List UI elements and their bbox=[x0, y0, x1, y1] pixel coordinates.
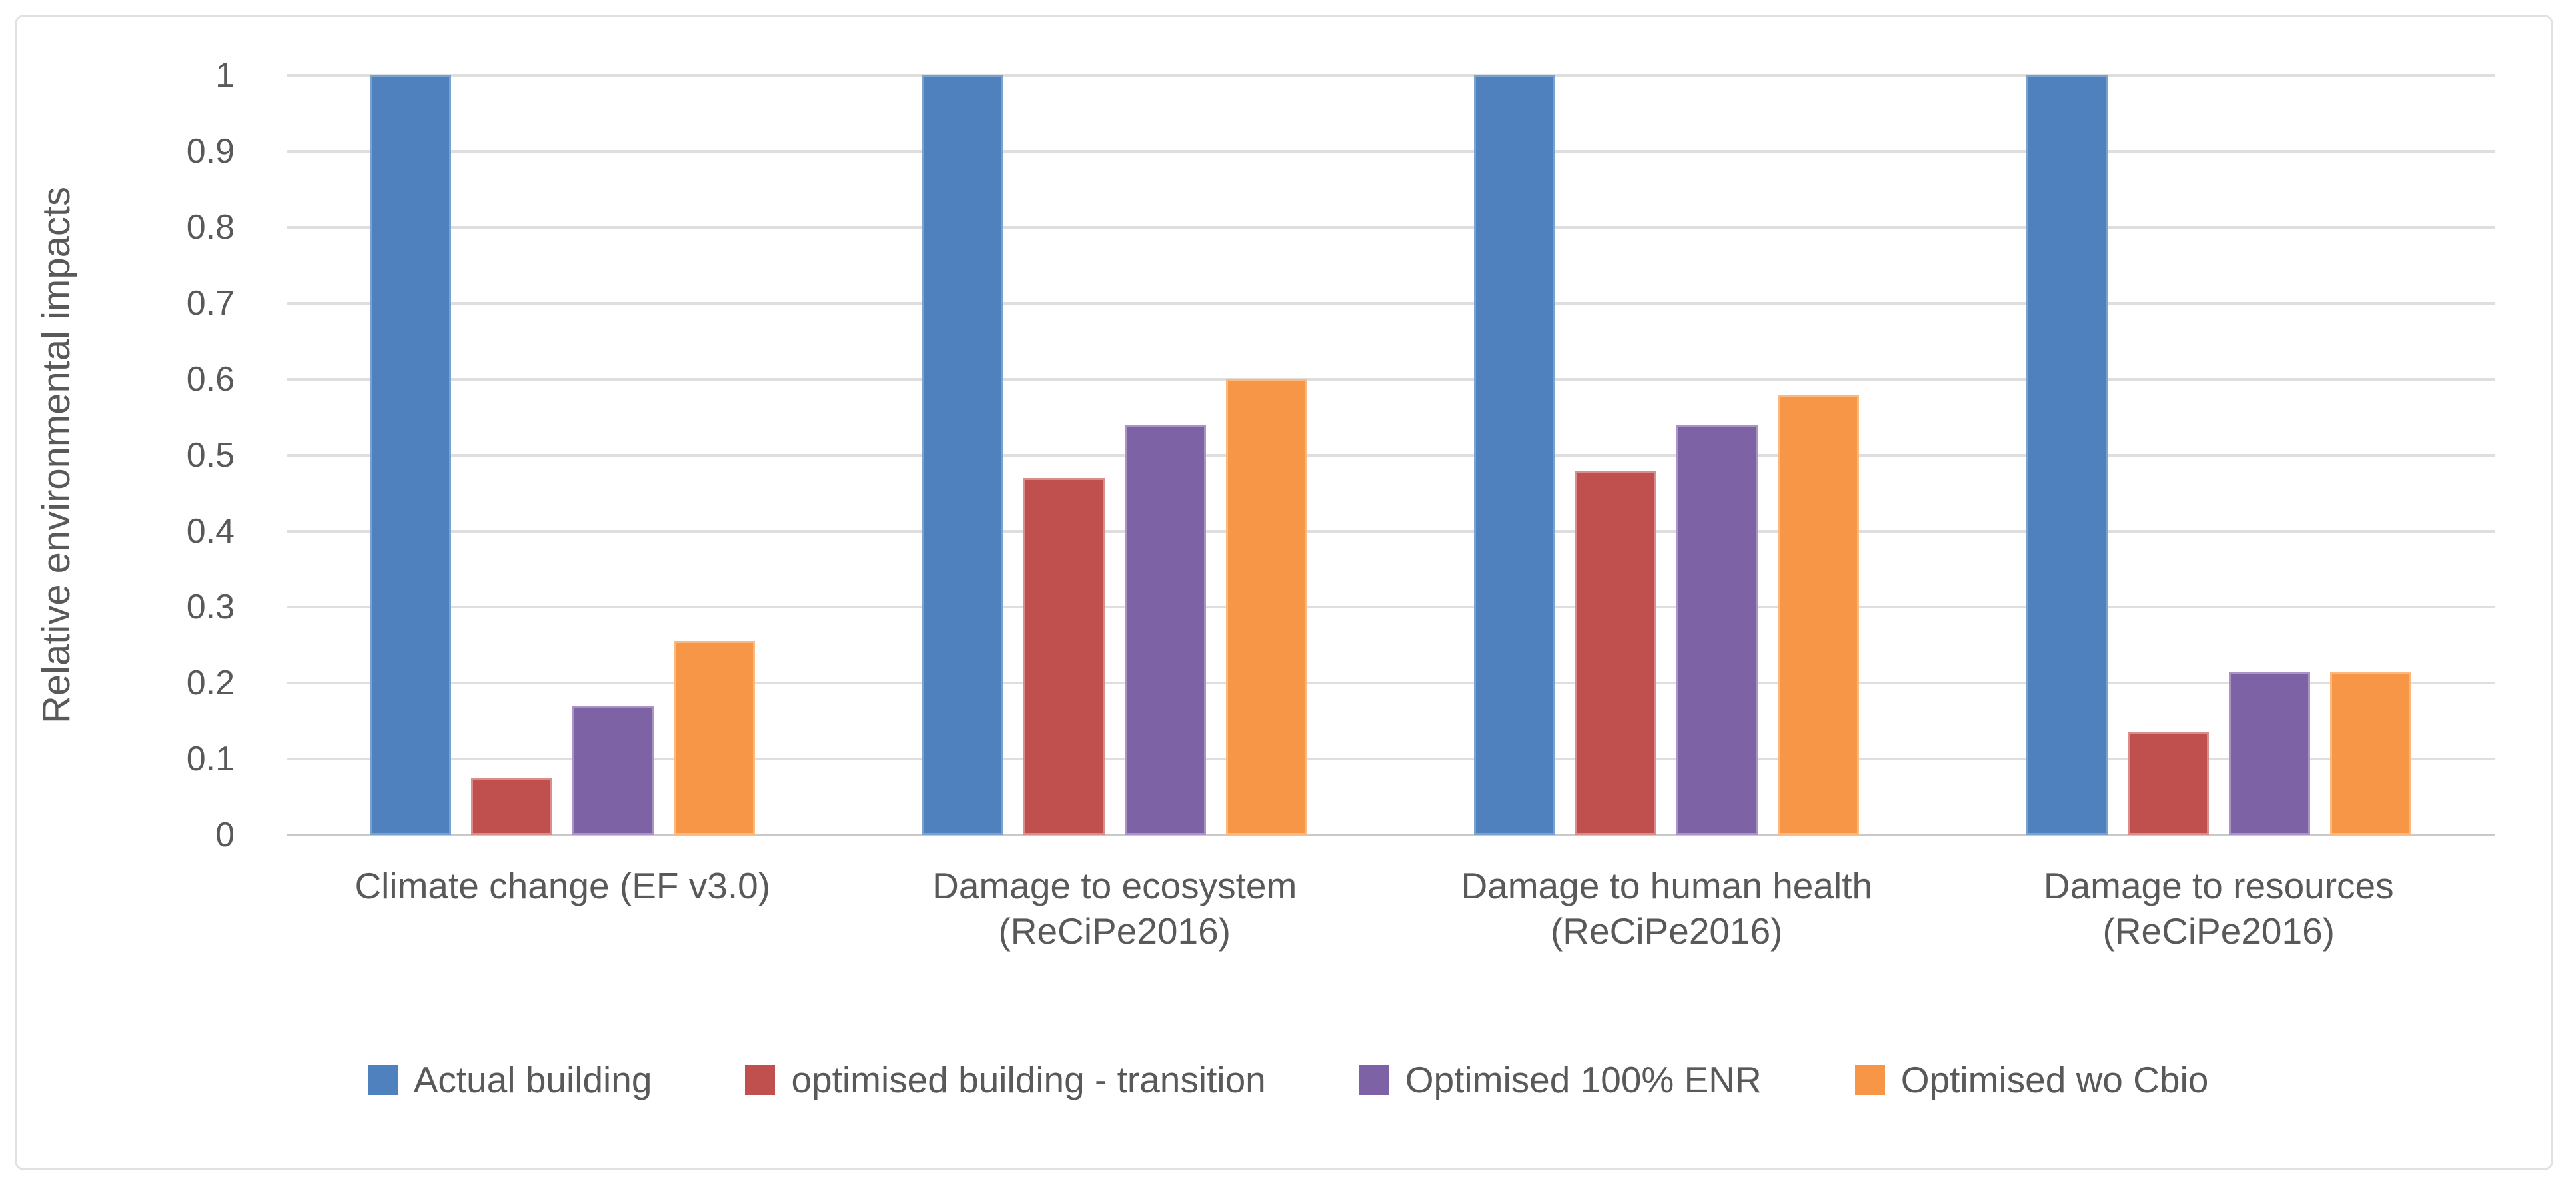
gridline bbox=[287, 530, 2495, 533]
bar bbox=[2127, 732, 2209, 835]
category-label: Damage to ecosystem (ReCiPe2016) bbox=[839, 863, 1391, 954]
gridline bbox=[287, 150, 2495, 153]
bar bbox=[2228, 671, 2310, 835]
category-label: Damage to human health (ReCiPe2016) bbox=[1391, 863, 1943, 954]
gridline bbox=[287, 226, 2495, 229]
y-tick-label: 0.6 bbox=[186, 360, 235, 399]
gridline bbox=[287, 758, 2495, 760]
legend-label: Optimised 100% ENR bbox=[1405, 1059, 1762, 1100]
bar bbox=[370, 75, 452, 835]
bar-group bbox=[287, 75, 839, 835]
category-label-line: (ReCiPe2016) bbox=[2102, 910, 2335, 952]
gridline bbox=[287, 682, 2495, 684]
y-tick-label: 0.7 bbox=[186, 284, 235, 323]
y-tick-label: 0 bbox=[215, 816, 235, 854]
bar bbox=[1575, 470, 1657, 835]
y-tick-label: 0.2 bbox=[186, 664, 235, 702]
legend-item: optimised building - transition bbox=[745, 1058, 1266, 1101]
legend-item: Optimised wo Cbio bbox=[1854, 1058, 2209, 1101]
category-label-line: Damage to resources bbox=[2043, 865, 2394, 906]
y-tick-label: 0.8 bbox=[186, 208, 235, 247]
category-label-line: Climate change (EF v3.0) bbox=[354, 865, 771, 906]
bar bbox=[1225, 379, 1307, 835]
legend-label: Optimised wo Cbio bbox=[1900, 1059, 2209, 1100]
gridline bbox=[287, 302, 2495, 305]
gridline bbox=[287, 74, 2495, 77]
bar bbox=[1474, 75, 1556, 835]
bar-group bbox=[1391, 75, 1943, 835]
bar bbox=[471, 778, 553, 835]
legend-item: Actual building bbox=[367, 1058, 652, 1101]
category-label: Climate change (EF v3.0) bbox=[287, 863, 839, 908]
legend-item: Optimised 100% ENR bbox=[1359, 1058, 1762, 1101]
category-label-line: (ReCiPe2016) bbox=[998, 910, 1231, 952]
legend-swatch bbox=[1359, 1064, 1389, 1095]
bar bbox=[674, 641, 756, 835]
legend: Actual building optimised building - tran… bbox=[0, 1058, 2576, 1101]
bar bbox=[1676, 425, 1758, 835]
category-label-line: (ReCiPe2016) bbox=[1550, 910, 1783, 952]
y-tick-label: 0.1 bbox=[186, 740, 235, 778]
legend-swatch bbox=[367, 1064, 398, 1095]
bar bbox=[922, 75, 1003, 835]
legend-label: Actual building bbox=[413, 1059, 652, 1100]
y-tick-label: 0.5 bbox=[186, 436, 235, 475]
legend-swatch bbox=[1854, 1064, 1885, 1095]
category-label: Damage to resources (ReCiPe2016) bbox=[1943, 863, 2495, 954]
bar bbox=[1124, 425, 1206, 835]
bar-group bbox=[1943, 75, 2495, 835]
y-tick-label: 0.9 bbox=[186, 132, 235, 171]
category-label-line: Damage to ecosystem bbox=[932, 865, 1297, 906]
y-tick-label: 0.4 bbox=[186, 512, 235, 551]
legend-swatch bbox=[745, 1064, 776, 1095]
bar bbox=[1023, 478, 1105, 835]
y-tick-label: 0.3 bbox=[186, 588, 235, 626]
y-tick-label: 1 bbox=[215, 56, 235, 95]
bar bbox=[2026, 75, 2108, 835]
category-label-line: Damage to human health bbox=[1461, 865, 1873, 906]
x-axis-line bbox=[287, 834, 2495, 836]
bar bbox=[1778, 394, 1860, 835]
gridline bbox=[287, 606, 2495, 608]
bar bbox=[572, 706, 654, 835]
bar bbox=[2329, 671, 2411, 835]
gridline bbox=[287, 378, 2495, 381]
bar-group bbox=[839, 75, 1391, 835]
gridline bbox=[287, 454, 2495, 457]
legend-label: optimised building - transition bbox=[791, 1059, 1266, 1100]
